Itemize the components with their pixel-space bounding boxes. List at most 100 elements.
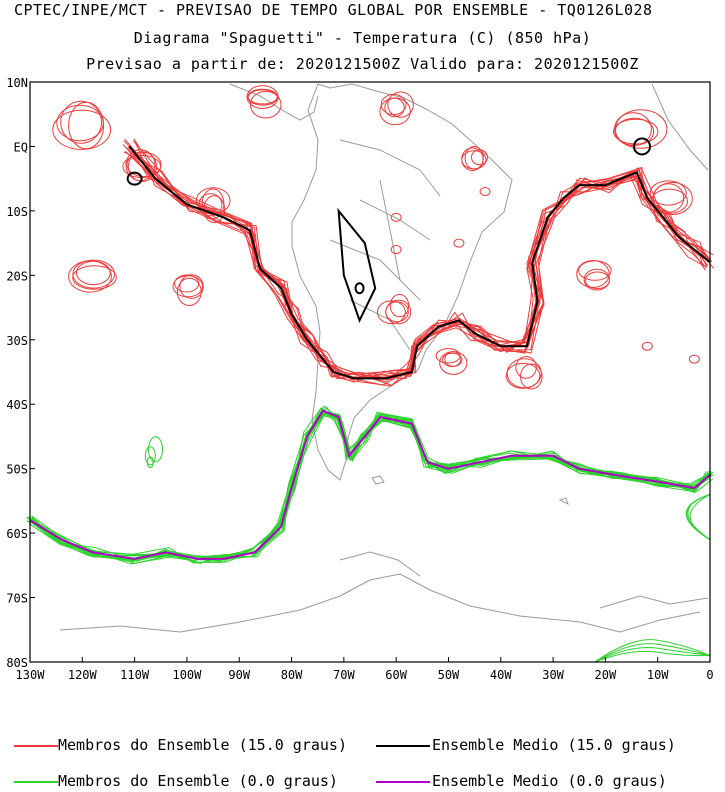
member-contour-15 xyxy=(203,195,226,224)
member-contour-15 xyxy=(52,109,112,151)
member-contour-0 xyxy=(32,413,714,564)
y-tick-label: 60S xyxy=(6,527,28,541)
mean-contour-15 xyxy=(128,145,711,380)
x-tick-label: 80W xyxy=(281,668,303,682)
x-tick-label: 100W xyxy=(172,668,202,682)
member-contour-15 xyxy=(688,354,700,364)
member-contour-15 xyxy=(377,300,406,325)
member-contour-15 xyxy=(461,150,487,170)
means-layer xyxy=(29,137,711,560)
y-tick-label: 70S xyxy=(6,592,28,606)
x-tick-label: 40W xyxy=(490,668,512,682)
member-contour-15 xyxy=(390,245,402,255)
member-contour-15 xyxy=(68,101,105,150)
member-contour-15 xyxy=(130,147,706,379)
member-contour-15 xyxy=(471,149,488,166)
x-tick-label: 30W xyxy=(542,668,564,682)
x-tick-label: 60W xyxy=(385,668,407,682)
title-line-3: Previsao a partir de: 2020121500Z Valido… xyxy=(86,55,639,73)
legend-label-member-0: Membros do Ensemble (0.0 graus) xyxy=(58,772,338,790)
y-tick-label: EQ xyxy=(14,140,28,154)
mean-contour-0 xyxy=(29,409,711,560)
legend-label-mean-15: Ensemble Medio (15.0 graus) xyxy=(432,736,676,754)
member-contour-15 xyxy=(479,187,491,197)
member-contour-15 xyxy=(506,358,542,389)
member-contour-15 xyxy=(389,293,410,318)
member-contour-15 xyxy=(613,118,659,145)
member-contour-15 xyxy=(123,151,713,386)
x-tick-label: 130W xyxy=(16,668,46,682)
member-contour-15 xyxy=(60,100,102,144)
plot-frame xyxy=(29,81,711,663)
y-tick-label: 30S xyxy=(6,334,28,348)
member-contour-15 xyxy=(515,356,537,379)
x-tick-label: 50W xyxy=(438,668,460,682)
member-contour-15 xyxy=(76,260,111,286)
member-contour-15 xyxy=(198,193,223,217)
member-contour-15 xyxy=(127,151,157,182)
member-contour-15 xyxy=(172,275,204,298)
legend-swatch-mean-15 xyxy=(376,745,430,747)
y-tick-label: 10S xyxy=(6,205,28,219)
mean-contour-15 xyxy=(126,171,143,186)
member-contour-15 xyxy=(390,212,402,222)
title-line-2: Diagrama "Spaguetti" - Temperatura (C) (… xyxy=(133,29,592,47)
member-contour-15 xyxy=(650,188,689,214)
title-line-1: CPTEC/INPE/MCT - PREVISAO DE TEMPO GLOBA… xyxy=(14,1,653,19)
member-contour-0 xyxy=(144,446,156,466)
member-contour-15 xyxy=(72,265,117,290)
member-contour-0 xyxy=(29,413,713,564)
mean-contour-15 xyxy=(633,137,651,156)
member-contour-15 xyxy=(249,90,282,119)
y-tick-label: 20S xyxy=(6,269,28,283)
member-contour-15 xyxy=(126,152,162,178)
member-contour-0 xyxy=(28,405,709,560)
member-contour-0 xyxy=(31,412,712,559)
member-contour-15 xyxy=(584,271,611,290)
member-contour-15 xyxy=(649,180,687,206)
member-contour-15 xyxy=(614,112,652,147)
member-contour-15 xyxy=(247,88,278,105)
member-contour-15 xyxy=(576,260,610,288)
member-contour-15 xyxy=(122,144,710,380)
y-tick-label: 10N xyxy=(6,76,28,90)
member-contour-0 xyxy=(594,647,711,663)
member-contour-15 xyxy=(578,260,612,281)
x-axis: 130W 120W 110W 100W 90W 80W 70W 60W 50W 40W 30W 20W… xyxy=(16,657,714,682)
y-tick-label: 40S xyxy=(6,398,28,412)
member-contour-15 xyxy=(68,260,112,293)
legend-swatch-mean-0 xyxy=(376,781,430,783)
member-contour-0 xyxy=(594,643,711,663)
member-contour-15 xyxy=(123,140,709,378)
members-15-layer xyxy=(52,85,715,390)
member-contour-15 xyxy=(505,362,541,389)
member-contour-15 xyxy=(614,109,668,149)
mean-contour-15 xyxy=(354,282,365,295)
member-contour-0 xyxy=(148,436,164,463)
member-contour-15 xyxy=(176,277,202,306)
legend-label-mean-0: Ensemble Medio (0.0 graus) xyxy=(432,772,667,790)
member-contour-15 xyxy=(387,91,414,118)
x-tick-label: 90W xyxy=(228,668,250,682)
x-tick-label: 70W xyxy=(333,668,355,682)
x-tick-label: 110W xyxy=(120,668,150,682)
member-contour-0 xyxy=(33,412,712,561)
legend-swatch-member-15 xyxy=(14,745,58,747)
x-tick-label: 120W xyxy=(68,668,98,682)
member-contour-15 xyxy=(652,182,693,215)
member-contour-15 xyxy=(435,348,461,364)
coastline-layer xyxy=(59,83,709,633)
member-contour-0 xyxy=(594,650,711,663)
member-contour-15 xyxy=(453,238,465,248)
member-contour-15 xyxy=(442,352,463,368)
x-tick-label: 0 xyxy=(706,668,713,682)
member-contour-15 xyxy=(179,274,204,299)
x-tick-label: 20W xyxy=(595,668,617,682)
y-axis: 10N EQ 10S 20S 30S 40S 50S 60S 70S 80S xyxy=(6,76,35,670)
member-contour-0 xyxy=(594,639,711,663)
member-contour-15 xyxy=(72,259,115,289)
member-contour-15 xyxy=(385,301,409,323)
member-contour-15 xyxy=(520,363,543,390)
mean-contour-15 xyxy=(337,207,377,324)
